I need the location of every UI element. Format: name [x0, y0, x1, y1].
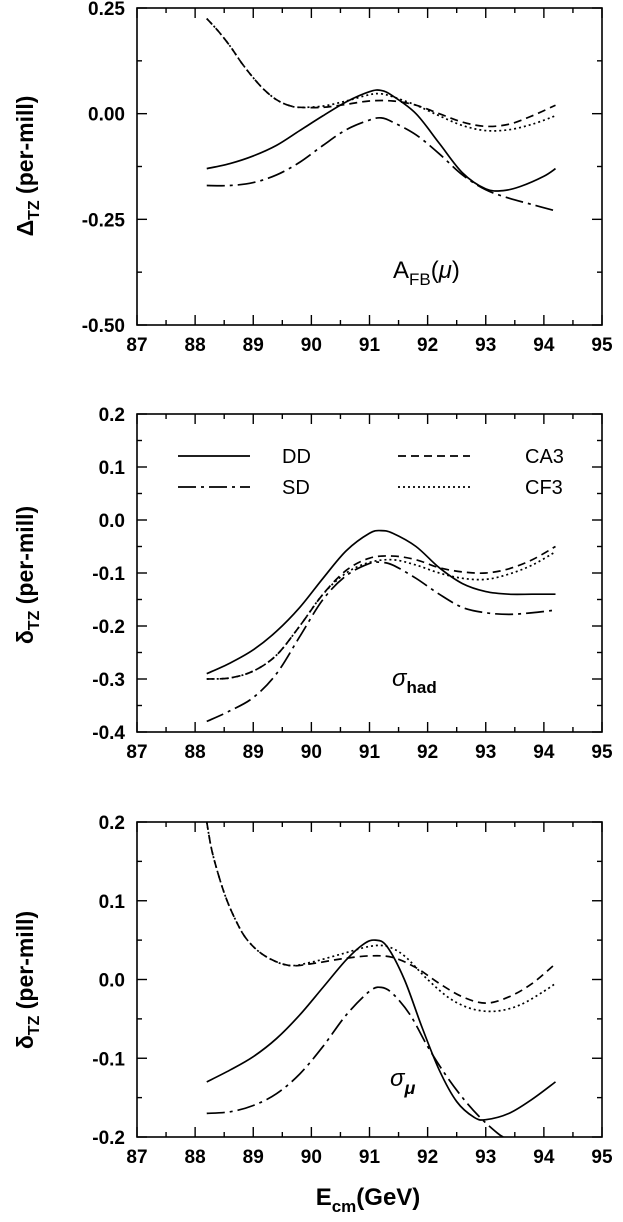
legend-label-ca3: CA3 [525, 446, 564, 468]
plot-frame [136, 7, 603, 326]
legend-item-cf3: CF3 [398, 477, 563, 499]
series-line-dd [206, 529, 556, 675]
x-tick-label: 87 [126, 742, 147, 763]
y-tick-label: 0.1 [99, 892, 126, 913]
y-tick-label: 0.25 [88, 0, 125, 20]
x-tick-labels: 87 88 89 90 91 92 93 94 95 [126, 1147, 613, 1168]
series-line-cf3 [206, 551, 556, 680]
panel-sigma-had: 0.2 0.1 0.0 -0.1 -0.2 -0.3 -0.4 87 88 89 90 91 92 93… [12, 405, 613, 763]
legend: DD SD CA3 CF3 [178, 446, 564, 499]
panel-afb-mu: 0.25 0.00 -0.25 -0.50 87 88 89 90 91 92 93 94 95 ΔT… [12, 0, 613, 356]
y-axis-label: ΔTZ (per-mill) [12, 96, 43, 237]
axis-ticks [136, 7, 603, 326]
x-tick-label: 88 [185, 742, 206, 763]
y-tick-label: -0.2 [92, 1128, 125, 1149]
x-tick-label: 93 [475, 335, 496, 356]
panel-annotation: AFB(μ) [393, 257, 460, 289]
x-tick-label: 92 [417, 335, 438, 356]
y-tick-label: 0.00 [88, 105, 125, 126]
panel-sigma-mu: 0.2 0.1 0.0 -0.1 -0.2 87 88 89 90 91 92 93 94 95 δTZ… [12, 813, 613, 1168]
x-tick-label: 89 [243, 335, 264, 356]
y-tick-label: -0.50 [82, 316, 125, 337]
y-tick-label: -0.25 [82, 210, 126, 231]
y-axis-label: δTZ (per-mill) [12, 506, 43, 644]
x-tick-label: 92 [417, 1147, 438, 1168]
x-tick-label: 90 [301, 1147, 322, 1168]
y-tick-label: 0.0 [99, 511, 125, 532]
series-line-dd [206, 939, 557, 1121]
legend-item-sd: SD [178, 477, 310, 499]
y-tick-labels: 0.2 0.1 0.0 -0.1 -0.2 -0.3 -0.4 [92, 405, 125, 744]
legend-label-sd: SD [282, 477, 310, 499]
x-tick-labels: 87 88 89 90 91 92 93 94 95 [126, 335, 613, 356]
y-tick-label: -0.3 [92, 670, 125, 691]
panel-annotation: σhad [392, 665, 437, 697]
series-line-sd [206, 986, 504, 1138]
x-tick-label: 91 [359, 335, 381, 356]
x-tick-label: 90 [301, 742, 322, 763]
x-tick-label: 95 [591, 742, 613, 763]
y-tick-label: 0.2 [99, 405, 125, 426]
x-tick-label: 89 [243, 1147, 264, 1168]
x-tick-label: 94 [533, 1147, 555, 1168]
x-tick-label: 87 [126, 335, 147, 356]
x-tick-labels: 87 88 89 90 91 92 93 94 95 [126, 742, 613, 763]
y-tick-label: 0.2 [99, 813, 125, 834]
y-tick-label: 0.1 [99, 458, 126, 479]
series-line-cf3 [205, 821, 556, 1013]
y-tick-label: 0.0 [99, 971, 125, 992]
series-line-sd [206, 561, 556, 723]
x-tick-label: 92 [417, 742, 438, 763]
legend-item-dd: DD [178, 446, 311, 468]
series-line-cf3 [206, 17, 556, 132]
curves [206, 17, 556, 212]
x-tick-label: 93 [475, 1147, 496, 1168]
y-tick-labels: 0.2 0.1 0.0 -0.1 -0.2 [92, 813, 125, 1149]
series-line-ca3 [205, 821, 557, 1004]
x-tick-label: 87 [126, 1147, 147, 1168]
y-tick-labels: 0.25 0.00 -0.25 -0.50 [82, 0, 126, 337]
x-axis-label: Ecm(GeV) [316, 1184, 421, 1216]
y-axis-label: δTZ (per-mill) [12, 911, 43, 1049]
series-line-ca3 [206, 17, 556, 128]
x-tick-label: 94 [533, 742, 555, 763]
x-tick-label: 93 [475, 742, 496, 763]
x-tick-label: 95 [591, 335, 613, 356]
x-tick-label: 90 [301, 335, 322, 356]
legend-label-dd: DD [282, 446, 311, 468]
panel-annotation: σμ [390, 1065, 415, 1098]
series-line-dd [206, 89, 556, 192]
legend-label-cf3: CF3 [525, 477, 563, 499]
x-tick-label: 95 [591, 1147, 613, 1168]
y-tick-label: -0.1 [92, 564, 125, 585]
curves [205, 821, 557, 1138]
x-tick-label: 91 [359, 1147, 381, 1168]
x-tick-label: 89 [243, 742, 264, 763]
x-tick-label: 91 [359, 742, 381, 763]
legend-item-ca3: CA3 [398, 446, 564, 468]
x-tick-label: 88 [185, 335, 206, 356]
series-line-sd [206, 116, 556, 212]
axis-ticks [136, 413, 603, 733]
x-tick-label: 94 [533, 335, 555, 356]
axis-ticks [136, 821, 603, 1138]
y-tick-label: -0.1 [92, 1049, 125, 1070]
curves [206, 529, 556, 723]
plot-frame [136, 821, 603, 1138]
x-tick-label: 88 [185, 1147, 206, 1168]
y-tick-label: -0.4 [92, 723, 125, 744]
series-line-ca3 [206, 545, 556, 680]
y-tick-label: -0.2 [92, 617, 125, 638]
